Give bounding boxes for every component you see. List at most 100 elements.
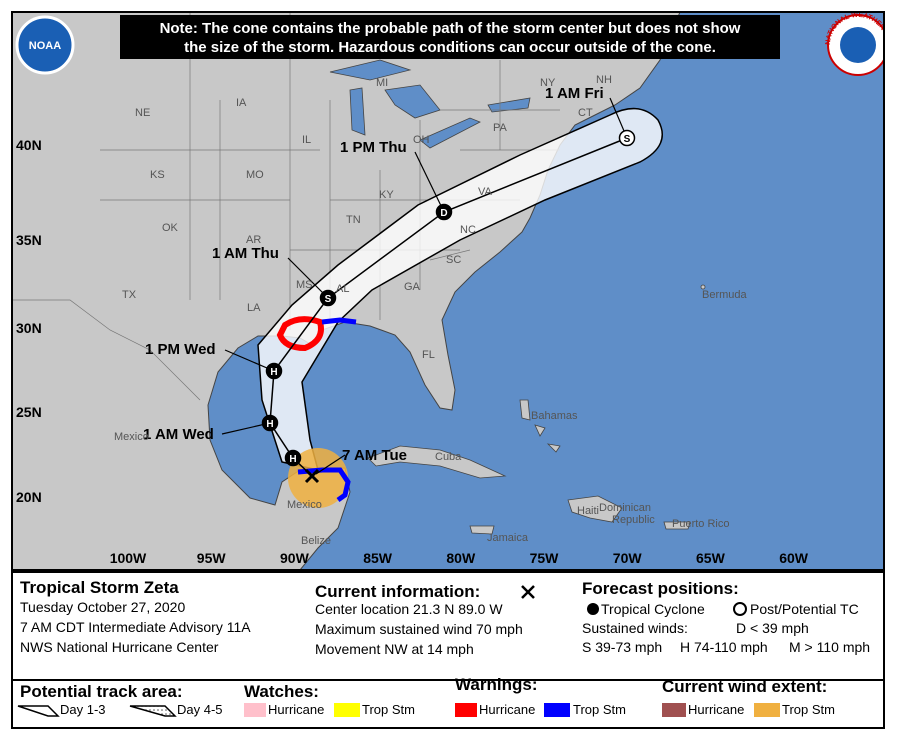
- place-label: PA: [493, 122, 508, 134]
- place-label: NE: [135, 107, 150, 119]
- note-box: [120, 15, 780, 59]
- latitude-label: 20N: [16, 489, 42, 505]
- day45-label: Day 4-5: [177, 702, 223, 717]
- forecast-time: 1 PM Wed: [145, 341, 216, 358]
- note-line: Note: The cone contains the probable pat…: [160, 20, 741, 37]
- longitude-label: 85W: [363, 550, 393, 566]
- place-label: NH: [596, 74, 612, 86]
- place-label: Bermuda: [702, 289, 748, 301]
- current-heading: Current information:: [315, 582, 480, 601]
- warn-tropstm: Trop Stm: [573, 702, 626, 717]
- d-range: D < 39 mph: [736, 620, 809, 636]
- legend-panel: [11, 679, 885, 729]
- center: NWS National Hurricane Center: [20, 639, 219, 655]
- place-label: Puerto Rico: [672, 518, 729, 530]
- nws-logo-center: [840, 27, 876, 63]
- info-text: Tropical Storm Zeta Tuesday October 27, …: [20, 578, 870, 657]
- wind-hurricane: Hurricane: [688, 702, 744, 717]
- place-label: CT: [578, 107, 593, 119]
- forecast-marker: [435, 203, 453, 221]
- place-label: IA: [236, 97, 247, 109]
- place-label: MI: [376, 77, 388, 89]
- longitude-label: 95W: [197, 550, 227, 566]
- place-label: MO: [246, 169, 264, 181]
- forecast-marker: [261, 414, 279, 432]
- latitude-label: 25N: [16, 404, 42, 420]
- place-label: FL: [422, 349, 435, 361]
- forecast-marker: [319, 289, 337, 307]
- current-position: [304, 468, 320, 484]
- place-label: OK: [162, 222, 179, 234]
- forecast-heading: Forecast positions:: [582, 579, 739, 598]
- place-label: Jamaica: [487, 532, 529, 544]
- map-frame: [11, 11, 885, 571]
- note-line: the size of the storm. Hazardous conditi…: [184, 39, 716, 56]
- forecast-symbol: H: [270, 367, 277, 378]
- place-label: Belize: [301, 535, 331, 547]
- place-label: Bahamas: [531, 410, 578, 422]
- wind-hurricane-swatch: [662, 703, 686, 717]
- place-label: AR: [246, 234, 261, 246]
- sustained: Sustained winds:: [582, 620, 688, 636]
- place-label: TN: [346, 214, 361, 226]
- info-panel: [11, 571, 885, 681]
- leader-line: [224, 349, 275, 372]
- place-label: KS: [150, 169, 165, 181]
- track-heading: Potential track area:: [20, 682, 183, 701]
- wind-tropstm: Trop Stm: [782, 702, 835, 717]
- place-label: Republic: [612, 514, 655, 526]
- tc-icon: [587, 603, 599, 615]
- advisory: 7 AM CDT Intermediate Advisory 11A: [20, 619, 251, 635]
- date: Tuesday October 27, 2020: [20, 599, 185, 615]
- longitude-label: 65W: [696, 550, 726, 566]
- forecast-symbol: S: [325, 294, 332, 305]
- day13-swatch: [17, 705, 60, 717]
- watch-tropstm-swatch: [334, 703, 360, 717]
- leader-line: [414, 151, 445, 213]
- forecast-time: 1 AM Thu: [212, 245, 279, 262]
- place-label: Haiti: [577, 505, 599, 517]
- place-label: TX: [122, 289, 137, 301]
- latitude-label: 35N: [16, 232, 42, 248]
- tc-label: Tropical Cyclone: [601, 601, 705, 617]
- day13-label: Day 1-3: [60, 702, 106, 717]
- forecast-time: 1 PM Thu: [340, 139, 407, 156]
- wind-tropstm-swatch: [754, 703, 780, 717]
- warn-hurricane: Hurricane: [479, 702, 535, 717]
- tropstm-warning: [321, 317, 357, 325]
- longitude-label: 70W: [613, 550, 643, 566]
- longitude-label: 60W: [779, 550, 809, 566]
- s-range: S 39-73 mph: [582, 639, 662, 655]
- place-label: Dominican: [599, 502, 651, 514]
- forecast-symbol: H: [266, 419, 273, 430]
- wind-heading: Current wind extent:: [662, 677, 827, 696]
- place-label: LA: [247, 302, 261, 314]
- longitude-label: 75W: [530, 550, 560, 566]
- forecast-symbol: S: [624, 134, 631, 145]
- ptc-icon: [733, 602, 747, 616]
- longitude-label: 90W: [280, 550, 310, 566]
- place-label: NC: [460, 224, 476, 236]
- current-x-icon: [521, 585, 535, 599]
- hurricane-warning: [276, 316, 324, 352]
- forecast-marker: [284, 449, 302, 467]
- great-lakes: [329, 59, 531, 149]
- place-label: OH: [413, 134, 430, 146]
- watch-tropstm: Trop Stm: [362, 702, 415, 717]
- latitude-label: 30N: [16, 320, 42, 336]
- h-range: H 74-110 mph: [680, 639, 768, 655]
- islands: [367, 284, 706, 535]
- place-label: MS: [296, 279, 313, 291]
- warn-tropstm-swatch: [544, 703, 570, 717]
- forecast-marker: [265, 362, 283, 380]
- warn-hurricane-swatch: [455, 703, 477, 717]
- place-label: IL: [302, 134, 311, 146]
- noaa-logo: [15, 15, 75, 75]
- current-line: Center location 21.3 N 89.0 W: [315, 601, 503, 617]
- place-label: KY: [379, 189, 394, 201]
- place-label: AL: [336, 283, 349, 295]
- forecast-marker: [618, 129, 636, 147]
- forecast-symbol: H: [289, 454, 296, 465]
- legend: Potential track area: Day 1-3 Day 4-5 Wa…: [17, 675, 835, 717]
